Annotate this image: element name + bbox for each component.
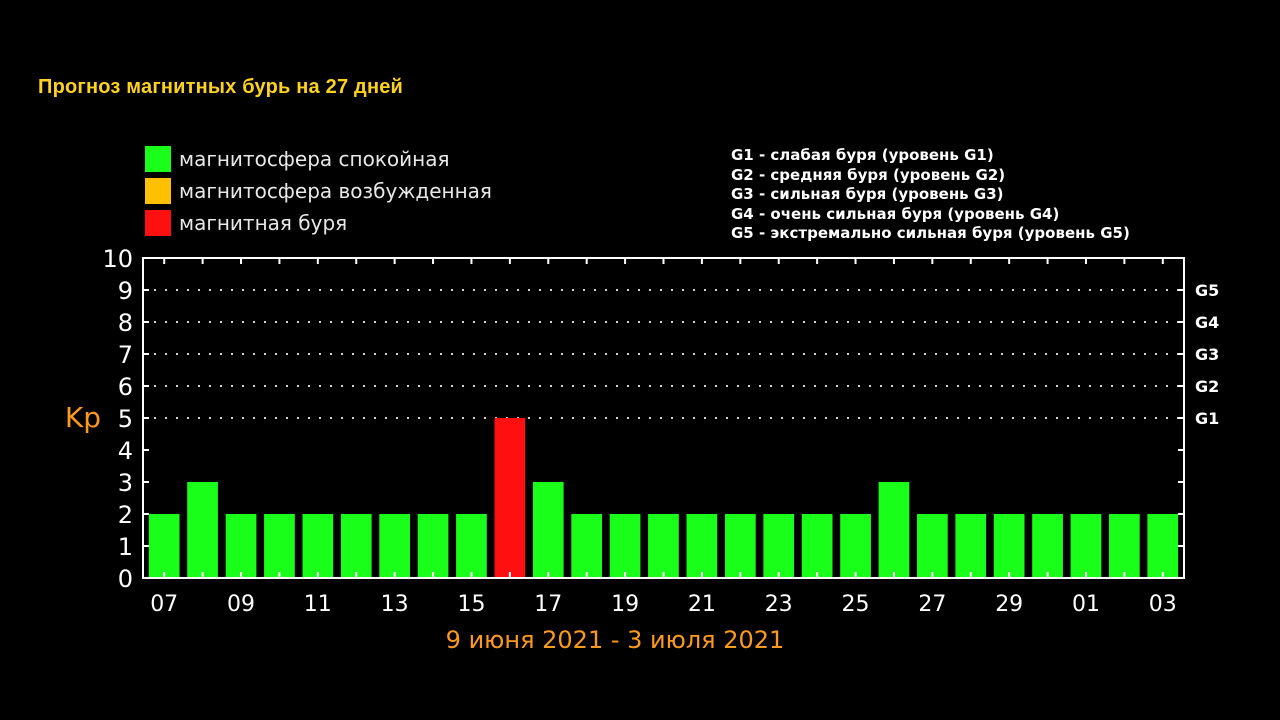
x-tick-label-01: 01 bbox=[1072, 592, 1100, 617]
bar-08 bbox=[187, 482, 218, 578]
g-level-label-G2: G2 bbox=[1195, 377, 1219, 396]
bar-14 bbox=[417, 514, 449, 578]
y-tick-label-10: 10 bbox=[102, 245, 133, 273]
legend-item-excited: магнитосфера возбужденная bbox=[145, 178, 492, 204]
bar-13 bbox=[379, 514, 410, 578]
y-tick-label-6: 6 bbox=[118, 373, 133, 401]
x-tick-label-25: 25 bbox=[842, 592, 870, 617]
legend-label-excited: магнитосфера возбужденная bbox=[179, 179, 492, 203]
y-tick-label-8: 8 bbox=[118, 309, 133, 337]
x-tick-label-27: 27 bbox=[918, 592, 946, 617]
bar-17 bbox=[532, 482, 564, 578]
g-level-tick-labels: G1 G2 G3 G4 G5 bbox=[1195, 281, 1219, 428]
bar-21 bbox=[686, 514, 718, 578]
bar-25 bbox=[840, 514, 871, 578]
bar-24 bbox=[801, 514, 833, 578]
bar-30 bbox=[1032, 514, 1063, 578]
legend-label-storm: магнитная буря bbox=[179, 211, 348, 235]
x-tick-label-09: 09 bbox=[227, 592, 255, 617]
chart-title: Прогноз магнитных бурь на 27 дней bbox=[38, 76, 404, 98]
bar-12 bbox=[340, 514, 372, 578]
y-tick-label-5: 5 bbox=[118, 405, 133, 433]
bar-01 bbox=[1070, 514, 1102, 578]
storm-level-key: G1 - слабая буря (уровень G1) G2 - средн… bbox=[731, 146, 1130, 244]
x-tick-label-23: 23 bbox=[765, 592, 793, 617]
x-tick-label-29: 29 bbox=[995, 592, 1023, 617]
bar-16 bbox=[494, 418, 526, 578]
x-tick-label-11: 11 bbox=[304, 592, 332, 617]
bar-22 bbox=[725, 514, 756, 578]
legend-swatch-calm bbox=[145, 146, 171, 172]
x-tick-label-03: 03 bbox=[1149, 592, 1177, 617]
bar-07 bbox=[148, 514, 180, 578]
bar-28 bbox=[955, 514, 987, 578]
bar-19 bbox=[609, 514, 641, 578]
bar-26 bbox=[878, 482, 910, 578]
bar-11 bbox=[302, 514, 334, 578]
bar-10 bbox=[264, 514, 295, 578]
x-tick-label-21: 21 bbox=[688, 592, 716, 617]
g-level-label-G1: G1 bbox=[1195, 409, 1219, 428]
bar-23 bbox=[763, 514, 795, 578]
x-tick-label-13: 13 bbox=[381, 592, 409, 617]
g-level-label-G3: G3 bbox=[1195, 345, 1219, 364]
y-tick-label-4: 4 bbox=[118, 437, 133, 465]
bars-layer bbox=[148, 418, 1179, 578]
y-tick-label-3: 3 bbox=[118, 469, 133, 497]
bar-20 bbox=[648, 514, 679, 578]
x-axis-label: 9 июня 2021 - 3 июля 2021 bbox=[446, 626, 785, 654]
bar-09 bbox=[225, 514, 257, 578]
bar-02 bbox=[1109, 514, 1140, 578]
ticks-layer bbox=[143, 257, 1184, 579]
legend-item-calm: магнитосфера спокойная bbox=[145, 146, 450, 172]
bar-03 bbox=[1147, 514, 1179, 578]
bar-29 bbox=[993, 514, 1025, 578]
bar-15 bbox=[456, 514, 487, 578]
y-tick-labels: 0 1 2 3 4 5 6 7 8 9 10 bbox=[102, 245, 133, 593]
g-level-label-G5: G5 bbox=[1195, 281, 1219, 300]
storm-level-g3: G3 - сильная буря (уровень G3) bbox=[731, 185, 1004, 203]
x-tick-label-17: 17 bbox=[534, 592, 562, 617]
storm-level-g4: G4 - очень сильная буря (уровень G4) bbox=[731, 204, 1060, 223]
x-tick-label-15: 15 bbox=[458, 592, 486, 617]
bar-18 bbox=[571, 514, 602, 578]
legend-swatch-storm bbox=[145, 210, 171, 236]
x-tick-label-19: 19 bbox=[611, 592, 639, 617]
g-level-label-G4: G4 bbox=[1195, 313, 1219, 332]
legend-swatch-excited bbox=[145, 178, 171, 204]
x-tick-label-07: 07 bbox=[150, 592, 178, 617]
y-tick-label-7: 7 bbox=[118, 341, 133, 369]
y-tick-label-1: 1 bbox=[118, 533, 133, 561]
y-tick-label-0: 0 bbox=[118, 565, 133, 593]
legend-item-storm: магнитная буря bbox=[145, 210, 347, 236]
y-tick-label-2: 2 bbox=[118, 501, 133, 529]
y-tick-label-9: 9 bbox=[118, 277, 133, 305]
storm-level-g2: G2 - средняя буря (уровень G2) bbox=[731, 165, 1006, 184]
y-axis-label: Kp bbox=[65, 401, 101, 434]
legend-label-calm: магнитосфера спокойная bbox=[179, 147, 450, 171]
x-tick-labels: 07 09 11 13 15 17 19 21 23 25 27 29 01 03 bbox=[150, 592, 1177, 617]
grid-layer bbox=[143, 289, 1184, 419]
storm-level-g5: G5 - экстремально сильная буря (уровень … bbox=[731, 224, 1130, 242]
storm-level-g1: G1 - слабая буря (уровень G1) bbox=[731, 146, 994, 164]
bar-27 bbox=[917, 514, 948, 578]
